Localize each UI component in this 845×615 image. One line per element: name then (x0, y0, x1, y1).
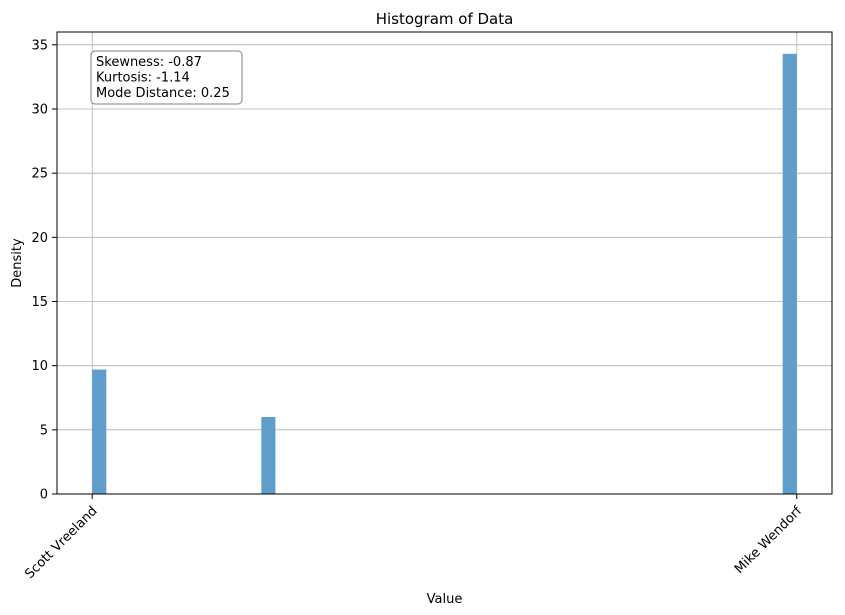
y-axis-title: Density (10, 238, 25, 288)
stats-annotation: Skewness: -0.87 Kurtosis: -1.14 Mode Dis… (90, 50, 243, 105)
histogram-bar (782, 53, 797, 495)
y-tick-label: 5 (40, 423, 48, 438)
x-axis-title: Value (427, 592, 463, 607)
annotation-line-mode-distance: Mode Distance: 0.25 (96, 86, 230, 101)
chart-title: Histogram of Data (376, 10, 514, 28)
y-tick-label: 10 (31, 359, 48, 374)
y-tick-label: 15 (31, 295, 48, 310)
y-tick-label: 25 (31, 167, 48, 182)
annotation-line-skewness: Skewness: -0.87 (96, 55, 202, 70)
stats-annotation-box (90, 50, 243, 105)
y-tick-label: 35 (31, 38, 48, 53)
bars-layer (92, 53, 797, 495)
plot-frame (56, 31, 833, 495)
histogram-bar (261, 417, 276, 494)
y-tick-label: 0 (40, 488, 48, 503)
y-tick-label: 30 (31, 103, 48, 118)
annotation-line-kurtosis: Kurtosis: -1.14 (96, 71, 190, 86)
histogram-bar (92, 369, 107, 494)
y-tick-label: 20 (31, 231, 48, 246)
